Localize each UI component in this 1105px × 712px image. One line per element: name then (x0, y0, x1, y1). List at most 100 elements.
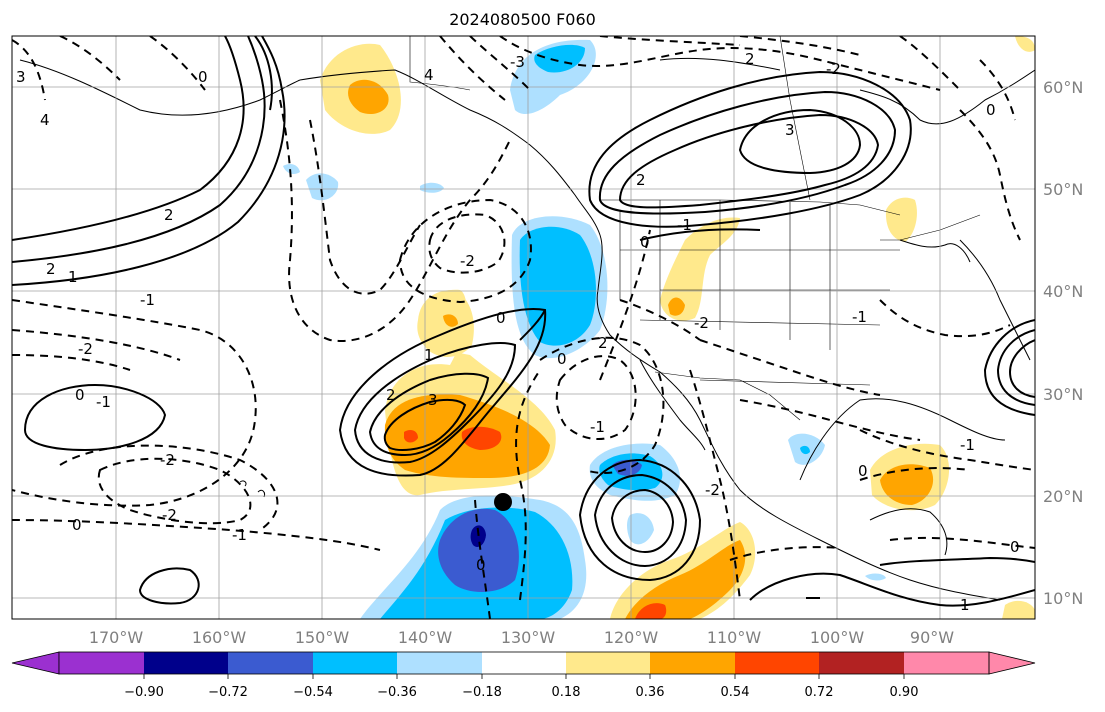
coast-baja (639, 359, 706, 451)
contour-high-canada-outer (588, 70, 912, 228)
contour-label: 0 (75, 386, 85, 404)
map-frame (11, 35, 1036, 620)
contour-label: 0 (858, 462, 868, 480)
contour-mexico-outer (578, 458, 702, 582)
warm-spot-se (1002, 600, 1035, 619)
colorbar: −0.90 −0.72 −0.54 −0.36 −0.18 0.18 0.36 … (11, 651, 1036, 700)
contour-label: 1 (960, 596, 970, 614)
map-title: 2024080500 F060 (449, 10, 596, 29)
contour-label: -1 (140, 291, 155, 309)
contour-label: 0 (496, 309, 506, 327)
warm-hot-mexico-south (635, 603, 667, 619)
contour-high-pacific-outer (338, 307, 547, 477)
colorbar-extend-left (11, 651, 60, 675)
cold-spot-2 (420, 182, 444, 193)
lon-label: 130°W (501, 628, 556, 647)
lat-label: 60°N (1043, 78, 1083, 97)
contour-label: 0 (640, 233, 650, 251)
contour-label: -2 (460, 252, 475, 270)
colorbar-tick-label: −0.36 (377, 685, 417, 700)
contour-label: 0 (557, 350, 567, 368)
cold-spot-3 (283, 164, 300, 174)
contour-label: 1 (424, 346, 434, 364)
lon-label: 120°W (604, 628, 659, 647)
contour-label: 2 (745, 50, 755, 68)
lon-label: 140°W (398, 628, 453, 647)
lon-label: 90°W (910, 628, 954, 647)
warm-spot-greatlakes (885, 197, 917, 242)
solid-contours (12, 36, 1035, 607)
lon-label: 160°W (192, 628, 247, 647)
colorbar-tick-label: 0.54 (721, 685, 750, 700)
warm-strip-core (668, 297, 685, 316)
warm-core-gulf (880, 464, 934, 505)
contour-label: -1 (960, 436, 975, 454)
colorbar-bin (397, 652, 482, 674)
contour-label: 2 (636, 171, 646, 189)
contour-label: 0 (476, 556, 486, 574)
lon-label: 110°W (707, 628, 762, 647)
contour-label: -2 (78, 340, 93, 358)
contour-label: -2 (705, 481, 720, 499)
lon-label: 170°W (89, 628, 144, 647)
lat-label: 30°N (1043, 385, 1083, 404)
colorbar-tick-label: −0.90 (124, 685, 164, 700)
colorbar-bin (59, 652, 144, 674)
warm-core-mexico-south (625, 540, 746, 619)
coast-greatlakes (899, 239, 971, 263)
cold-spot-texas-core (800, 445, 810, 455)
contour-label: -2 (826, 60, 841, 78)
warm-hot-pacific-2 (404, 430, 418, 443)
colorbar-tick-label: 0.72 (805, 685, 834, 700)
contour-label: 1 (68, 268, 78, 286)
contour-labels: 2 3 2 0 1 2 3 4 2 1 -2 -1 -2 -1 0 -2 -1 … (16, 50, 1020, 614)
contour-label: 0 (198, 68, 208, 86)
colorbar-tick-label: −0.18 (462, 685, 502, 700)
colorbar-bin (144, 652, 228, 674)
coast-gulf (799, 398, 1006, 481)
shaded-anomaly-fields (283, 36, 1035, 619)
colorbar-tick-label: −0.54 (293, 685, 333, 700)
coast-yucatan (869, 508, 948, 556)
contour-high-pacific-2 (353, 342, 517, 464)
lat-label: 40°N (1043, 282, 1083, 301)
contour-label: 0 (1010, 538, 1020, 556)
longitude-axis-labels: 170°W 160°W 150°W 140°W 130°W 120°W 110°… (89, 628, 954, 647)
contour-mexico-3 (610, 488, 675, 554)
contour-mexico-2 (593, 473, 688, 568)
coast-alaska (299, 69, 601, 236)
contour-label: 4 (424, 66, 434, 84)
contour-label: 2 (386, 386, 396, 404)
colorbar-tick-label: −0.72 (208, 685, 248, 700)
contour-high-pacific-3 (368, 372, 490, 457)
contour-label: 4 (40, 111, 50, 129)
contour-high-sw (23, 383, 167, 452)
warm-area-pacific-north (417, 290, 474, 357)
colorbar-bin (735, 652, 819, 674)
contour-label: 2 (46, 260, 56, 278)
colorbar-bin (650, 652, 735, 674)
colorbar-bin (819, 652, 904, 674)
contour-high-canada-4 (738, 108, 862, 175)
cold-core-california (519, 226, 596, 346)
cold-spot-nicaragua (865, 573, 886, 581)
colorbar-bin (228, 652, 313, 674)
contour-label: 2 (598, 334, 608, 352)
coast-aleutians (19, 59, 301, 116)
contour-high-sw-small (138, 567, 200, 605)
latitude-axis-labels: 60°N 50°N 40°N 30°N 20°N 10°N (1043, 78, 1083, 608)
contour-label: -1 (677, 216, 692, 234)
position-marker (494, 493, 512, 511)
contour-label: 3 (16, 68, 26, 86)
colorbar-tick-label: 0.90 (890, 685, 919, 700)
lon-label: 150°W (295, 628, 350, 647)
contour-label: -3 (510, 53, 525, 71)
cold-core-bc (534, 44, 585, 73)
contour-label: -1 (852, 308, 867, 326)
colorbar-tick-label: 0.18 (552, 685, 581, 700)
colorbar-bin (313, 652, 397, 674)
colorbar-bin (482, 652, 566, 674)
dashed-contours (12, 36, 1035, 619)
warm-spot-ne (1015, 36, 1035, 52)
graticule (12, 36, 1035, 619)
